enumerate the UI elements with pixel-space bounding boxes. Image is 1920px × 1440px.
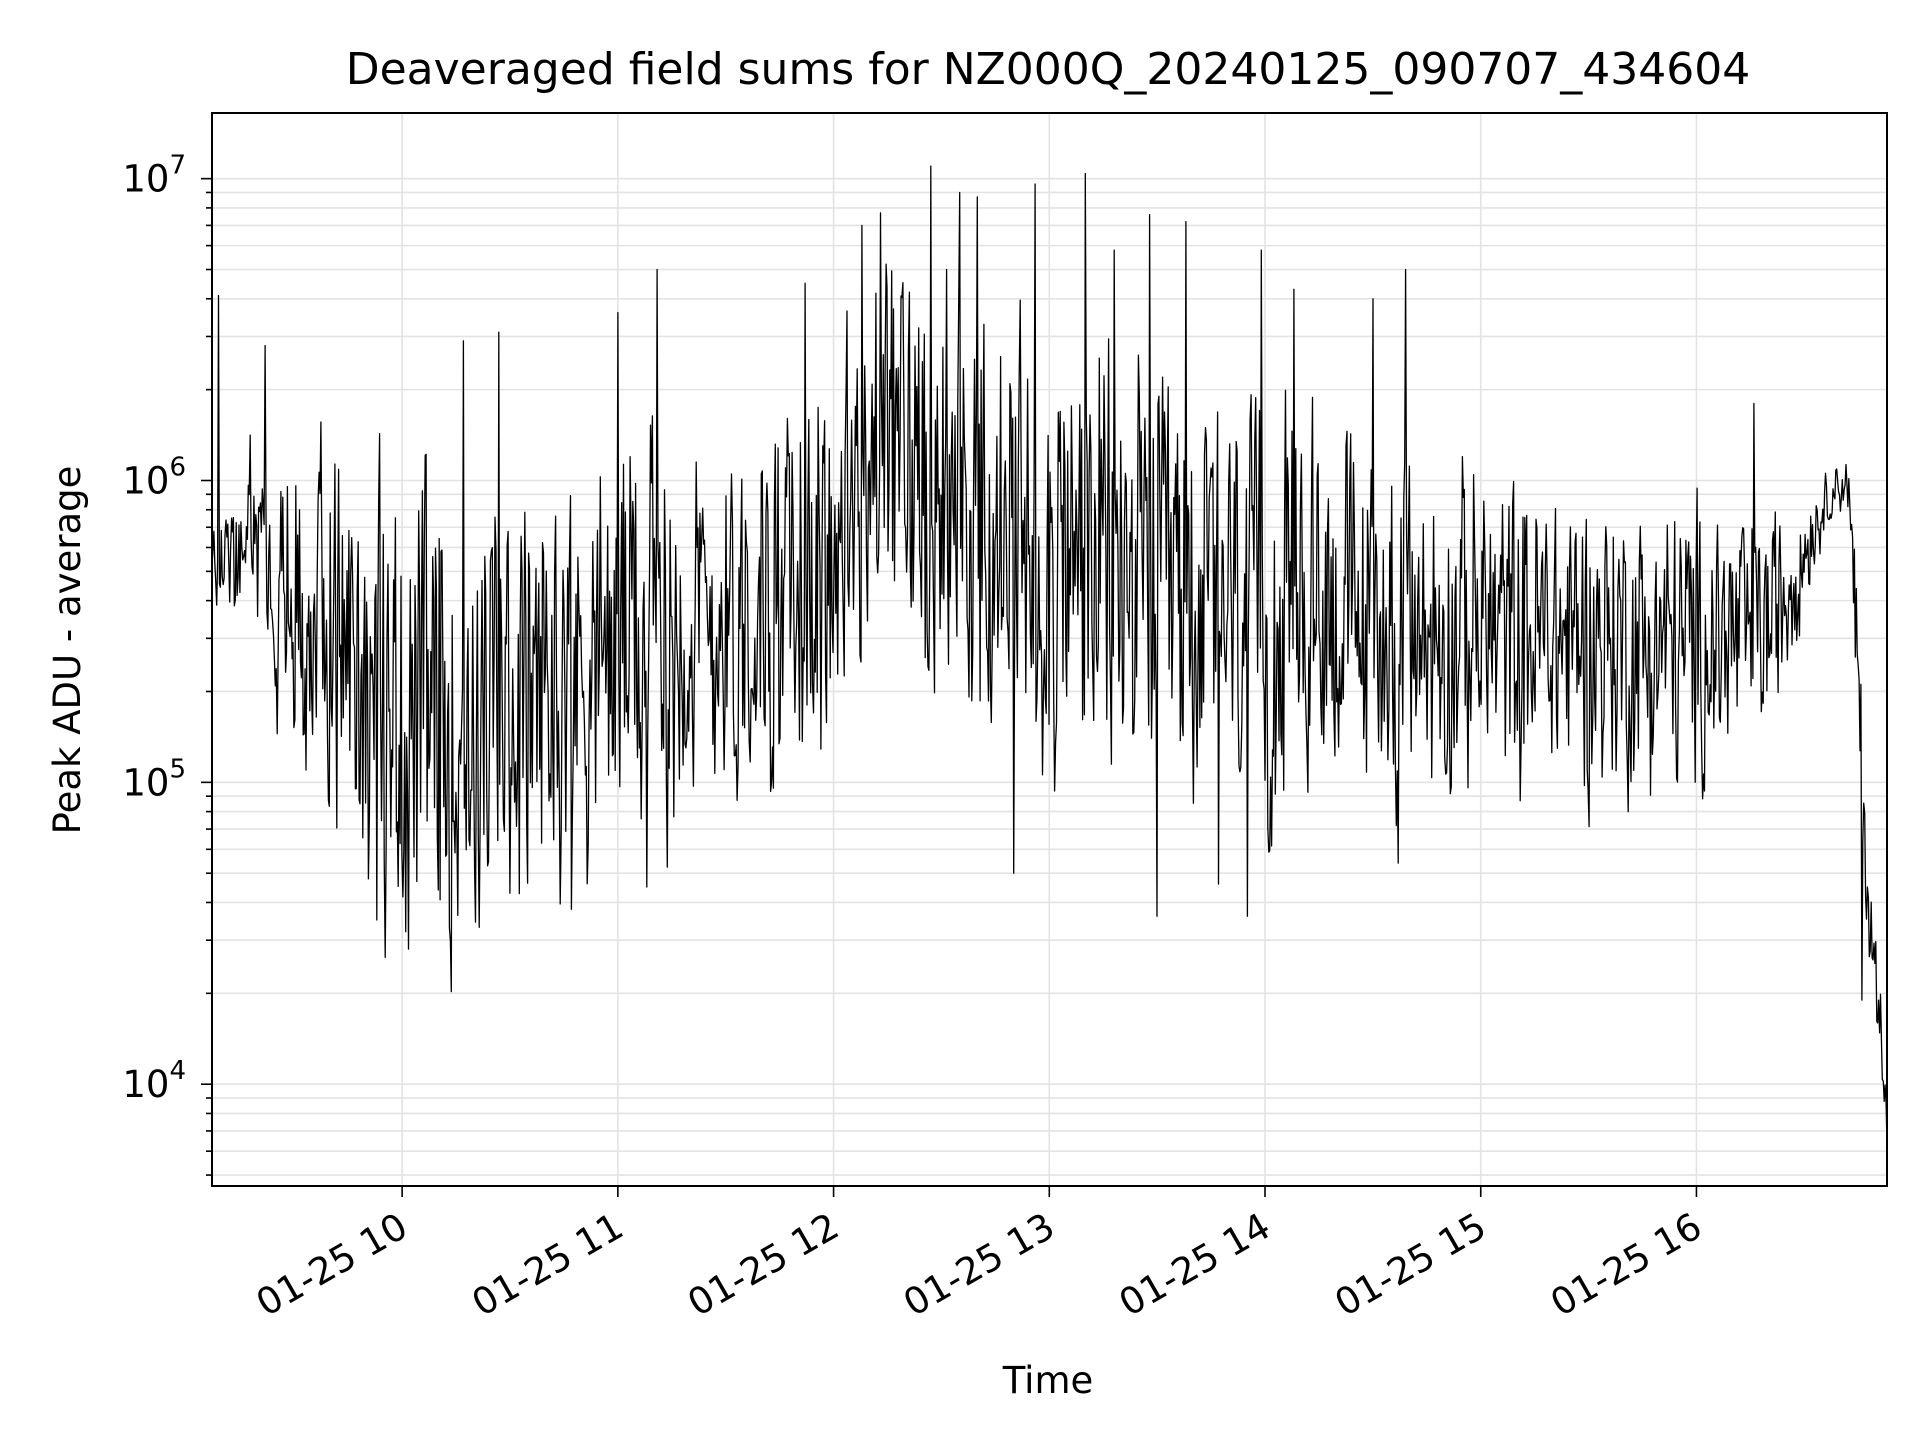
chart-title: Deaveraged field sums for NZ000Q_2024012…: [346, 44, 1751, 95]
x-axis-label: Time: [1002, 1359, 1094, 1402]
y-tick-label: 107: [122, 151, 186, 201]
y-tick-label: 105: [122, 754, 186, 804]
y-tick-label: 104: [122, 1056, 186, 1106]
y-tick-label: 106: [122, 452, 186, 502]
y-axis: 104 105 106 107: [122, 151, 212, 1176]
series-line-peak-adu: [212, 165, 1887, 1145]
y-axis-label: Peak ADU - average: [46, 466, 89, 835]
